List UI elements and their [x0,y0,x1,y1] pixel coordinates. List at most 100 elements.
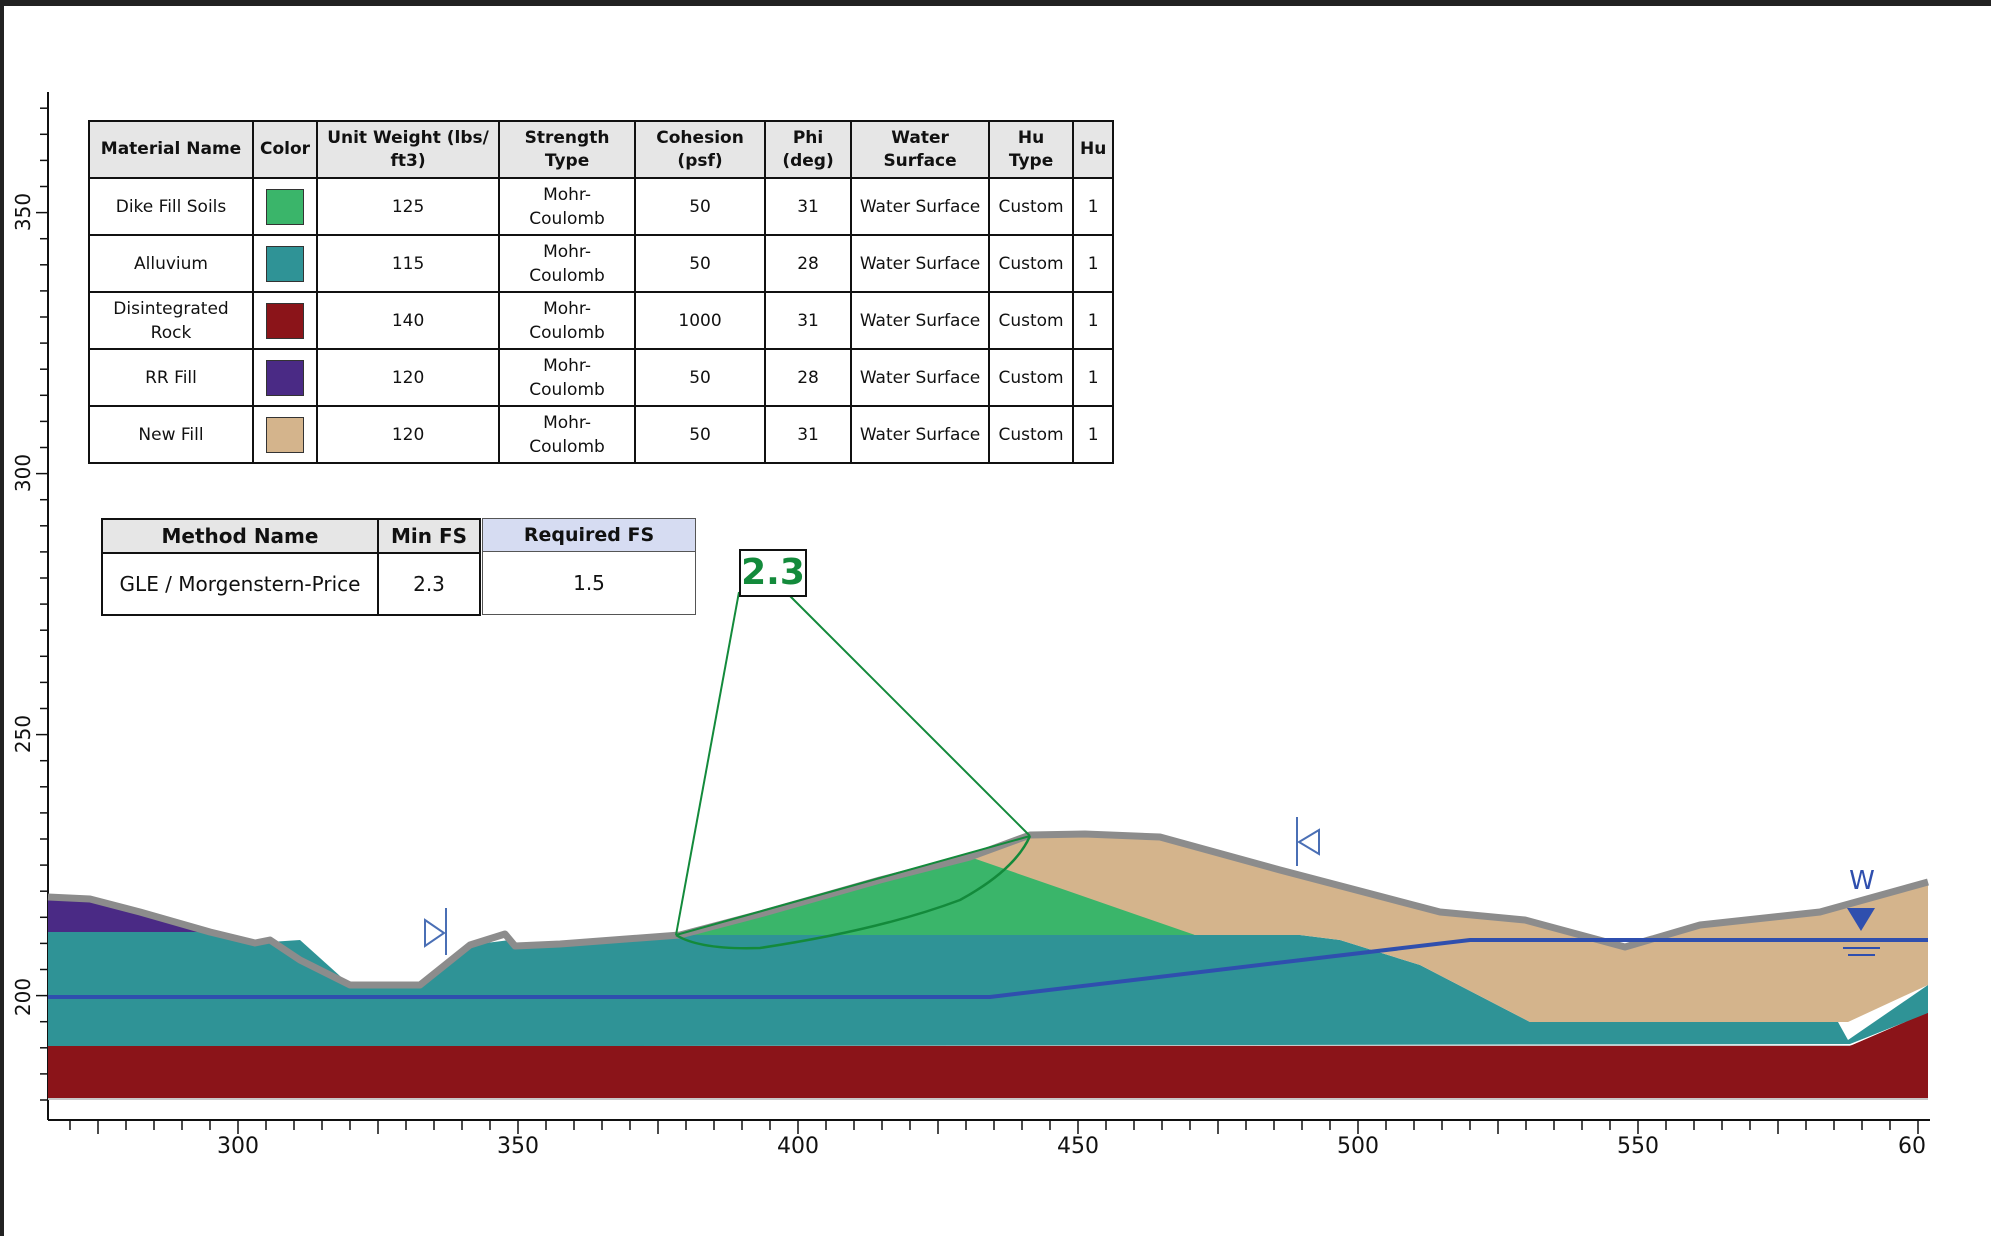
header-water-surface: Water Surface [850,120,991,179]
strength-type: Mohr-Coulomb [498,234,637,293]
header-min-fs: Min FS [377,518,481,554]
header-unit-weight: Unit Weight (lbs/ ft3) [316,120,501,179]
material-name: Alluvium [88,234,254,293]
color-cell [251,405,319,464]
method-header-row: Method Name Min FS [101,518,481,554]
header-cohesion: Cohesion (psf) [634,120,767,179]
min-fs-value: 2.3 [377,552,481,616]
color-swatch [266,245,305,282]
phi: 31 [764,405,853,464]
y-axis-ticks [36,107,48,1101]
materials-header-row: Material Name Color Unit Weight (lbs/ ft… [88,120,1115,179]
water-surface-line [48,938,1928,999]
material-name: Disintegrated Rock [88,291,254,350]
method-row: GLE / Morgenstern-Price 2.3 [101,552,481,616]
color-swatch [266,302,305,339]
y-tick-label-250: 250 [11,715,35,753]
color-swatch [266,188,305,225]
x-tick-label-500: 500 [1337,1134,1379,1159]
strength-type: Mohr-Coulomb [498,177,637,236]
required-fs-table: Required FS 1.5 [482,518,696,615]
color-cell [251,348,319,407]
x-axis-ticks [69,1120,1919,1134]
phi: 31 [764,177,853,236]
phi: 31 [764,291,853,350]
fs-callout-label: 2.3 [739,549,807,597]
hu-type: Custom [988,177,1075,236]
unit-weight: 140 [316,291,501,350]
x-tick-label-550: 550 [1617,1134,1659,1159]
hu-type: Custom [988,234,1075,293]
x-tick-label-600: 60 [1898,1134,1926,1159]
unit-weight: 125 [316,177,501,236]
color-swatch [266,416,305,453]
water-label: W [1849,866,1875,896]
unit-weight: 115 [316,234,501,293]
cohesion: 50 [634,348,767,407]
hu: 1 [1072,177,1115,236]
y-tick-label-200: 200 [11,978,35,1016]
cohesion: 50 [634,405,767,464]
phi: 28 [764,348,853,407]
critical-slip-surface [675,835,1032,950]
water-surface: Water Surface [850,291,991,350]
x-tick-label-350: 350 [497,1134,539,1159]
x-tick-label-400: 400 [777,1134,819,1159]
color-cell [251,234,319,293]
hu-type: Custom [988,348,1075,407]
fs-leader-line-right [789,595,1031,837]
cohesion: 1000 [634,291,767,350]
fs-leader-line-left [675,591,740,936]
cohesion: 50 [634,234,767,293]
required-fs-header: Required FS [482,518,696,552]
header-method-name: Method Name [101,518,379,554]
color-cell [251,177,319,236]
hu: 1 [1072,234,1115,293]
alluvium-layer [48,932,1928,1047]
table-row: Disintegrated Rock 140 Mohr-Coulomb 1000… [88,291,1115,350]
hu: 1 [1072,348,1115,407]
cohesion: 50 [634,177,767,236]
water-surface: Water Surface [850,405,991,464]
color-swatch [266,359,305,396]
method-name: GLE / Morgenstern-Price [101,552,379,616]
slip-surface-chord [675,835,1031,936]
table-row: Dike Fill Soils 125 Mohr-Coulomb 50 31 W… [88,177,1115,236]
table-row: RR Fill 120 Mohr-Coulomb 50 28 Water Sur… [88,348,1115,407]
hu: 1 [1072,405,1115,464]
section-marker-right [1296,817,1320,866]
header-hu: Hu [1072,120,1115,179]
materials-table: Material Name Color Unit Weight (lbs/ ft… [88,120,1115,464]
new-fill-layer [970,834,1928,1022]
ground-surface [47,830,1929,989]
header-hu-type: Hu Type [988,120,1075,179]
table-row: New Fill 120 Mohr-Coulomb 50 31 Water Su… [88,405,1115,464]
material-name: Dike Fill Soils [88,177,254,236]
header-material-name: Material Name [88,120,254,179]
hu-type: Custom [988,291,1075,350]
section-marker-left [424,908,447,955]
strength-type: Mohr-Coulomb [498,405,637,464]
strength-type: Mohr-Coulomb [498,291,637,350]
header-phi: Phi (deg) [764,120,853,179]
hu: 1 [1072,291,1115,350]
strength-type: Mohr-Coulomb [498,348,637,407]
water-surface: Water Surface [850,177,991,236]
x-tick-label-450: 450 [1057,1134,1099,1159]
hu-type: Custom [988,405,1075,464]
water-surface: Water Surface [850,234,991,293]
header-color: Color [251,120,319,179]
unit-weight: 120 [316,348,501,407]
material-name: New Fill [88,405,254,464]
method-table: Method Name Min FS GLE / Morgenstern-Pri… [101,518,481,616]
unit-weight: 120 [316,405,501,464]
water-surface: Water Surface [850,348,991,407]
table-row: Alluvium 115 Mohr-Coulomb 50 28 Water Su… [88,234,1115,293]
phi: 28 [764,234,853,293]
x-tick-label-300: 300 [217,1134,259,1159]
rock-layer-main [48,1013,1928,1098]
water-triangle-icon [1847,908,1875,931]
water-table-symbol [1843,908,1880,956]
